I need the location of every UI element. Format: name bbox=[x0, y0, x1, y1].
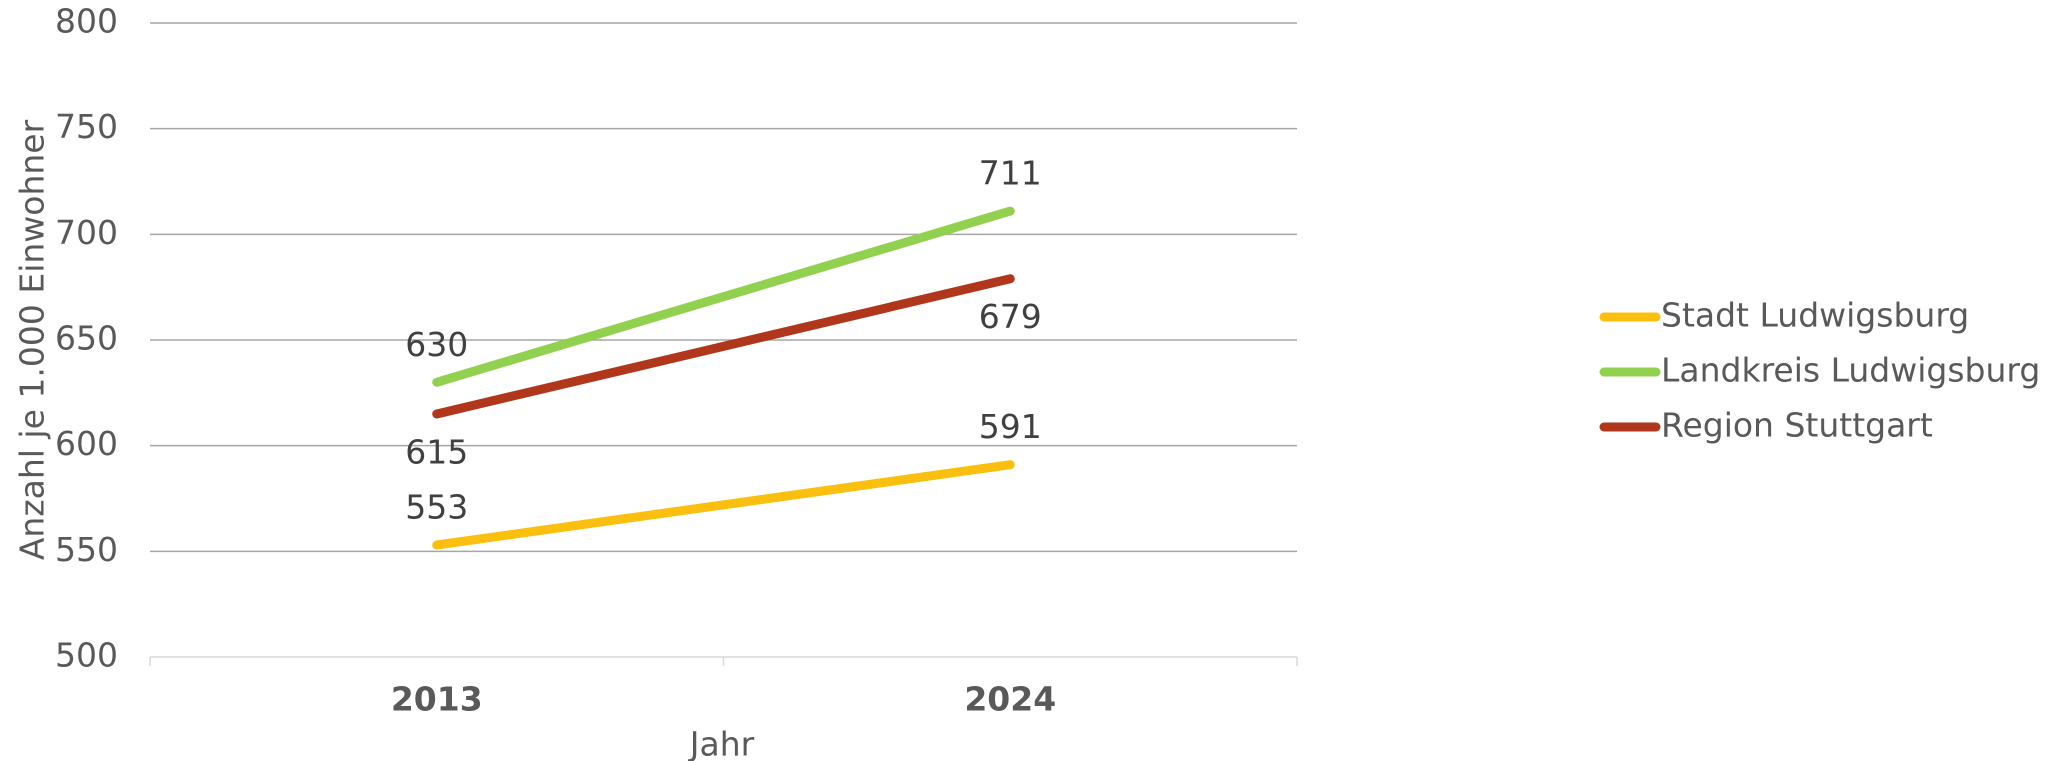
line-series bbox=[432, 274, 1015, 419]
y-axis-title: Anzahl je 1.000 Einwohner bbox=[13, 119, 52, 560]
y-tick-label: 550 bbox=[55, 530, 118, 569]
data-label: 615 bbox=[405, 432, 468, 471]
x-axis-title: Jahr bbox=[688, 725, 755, 761]
legend-label: Region Stuttgart bbox=[1661, 406, 1933, 445]
y-tick-label: 500 bbox=[55, 636, 118, 675]
legend-label: Stadt Ludwigsburg bbox=[1661, 296, 1969, 335]
data-label: 591 bbox=[979, 407, 1042, 446]
data-label: 630 bbox=[405, 325, 468, 364]
y-tick-label: 650 bbox=[55, 319, 118, 358]
x-tick-label: 2013 bbox=[391, 680, 483, 719]
line-series bbox=[432, 460, 1015, 550]
y-tick-label: 800 bbox=[55, 2, 118, 41]
y-tick-label: 750 bbox=[55, 107, 118, 146]
y-tick-label: 600 bbox=[55, 424, 118, 463]
data-label: 711 bbox=[979, 154, 1042, 193]
line-series bbox=[432, 206, 1015, 387]
data-label: 679 bbox=[979, 297, 1042, 336]
x-tick-label: 2024 bbox=[964, 680, 1056, 719]
data-label: 553 bbox=[405, 487, 468, 526]
legend-label: Landkreis Ludwigsburg bbox=[1661, 351, 2040, 390]
y-tick-label: 700 bbox=[55, 213, 118, 252]
